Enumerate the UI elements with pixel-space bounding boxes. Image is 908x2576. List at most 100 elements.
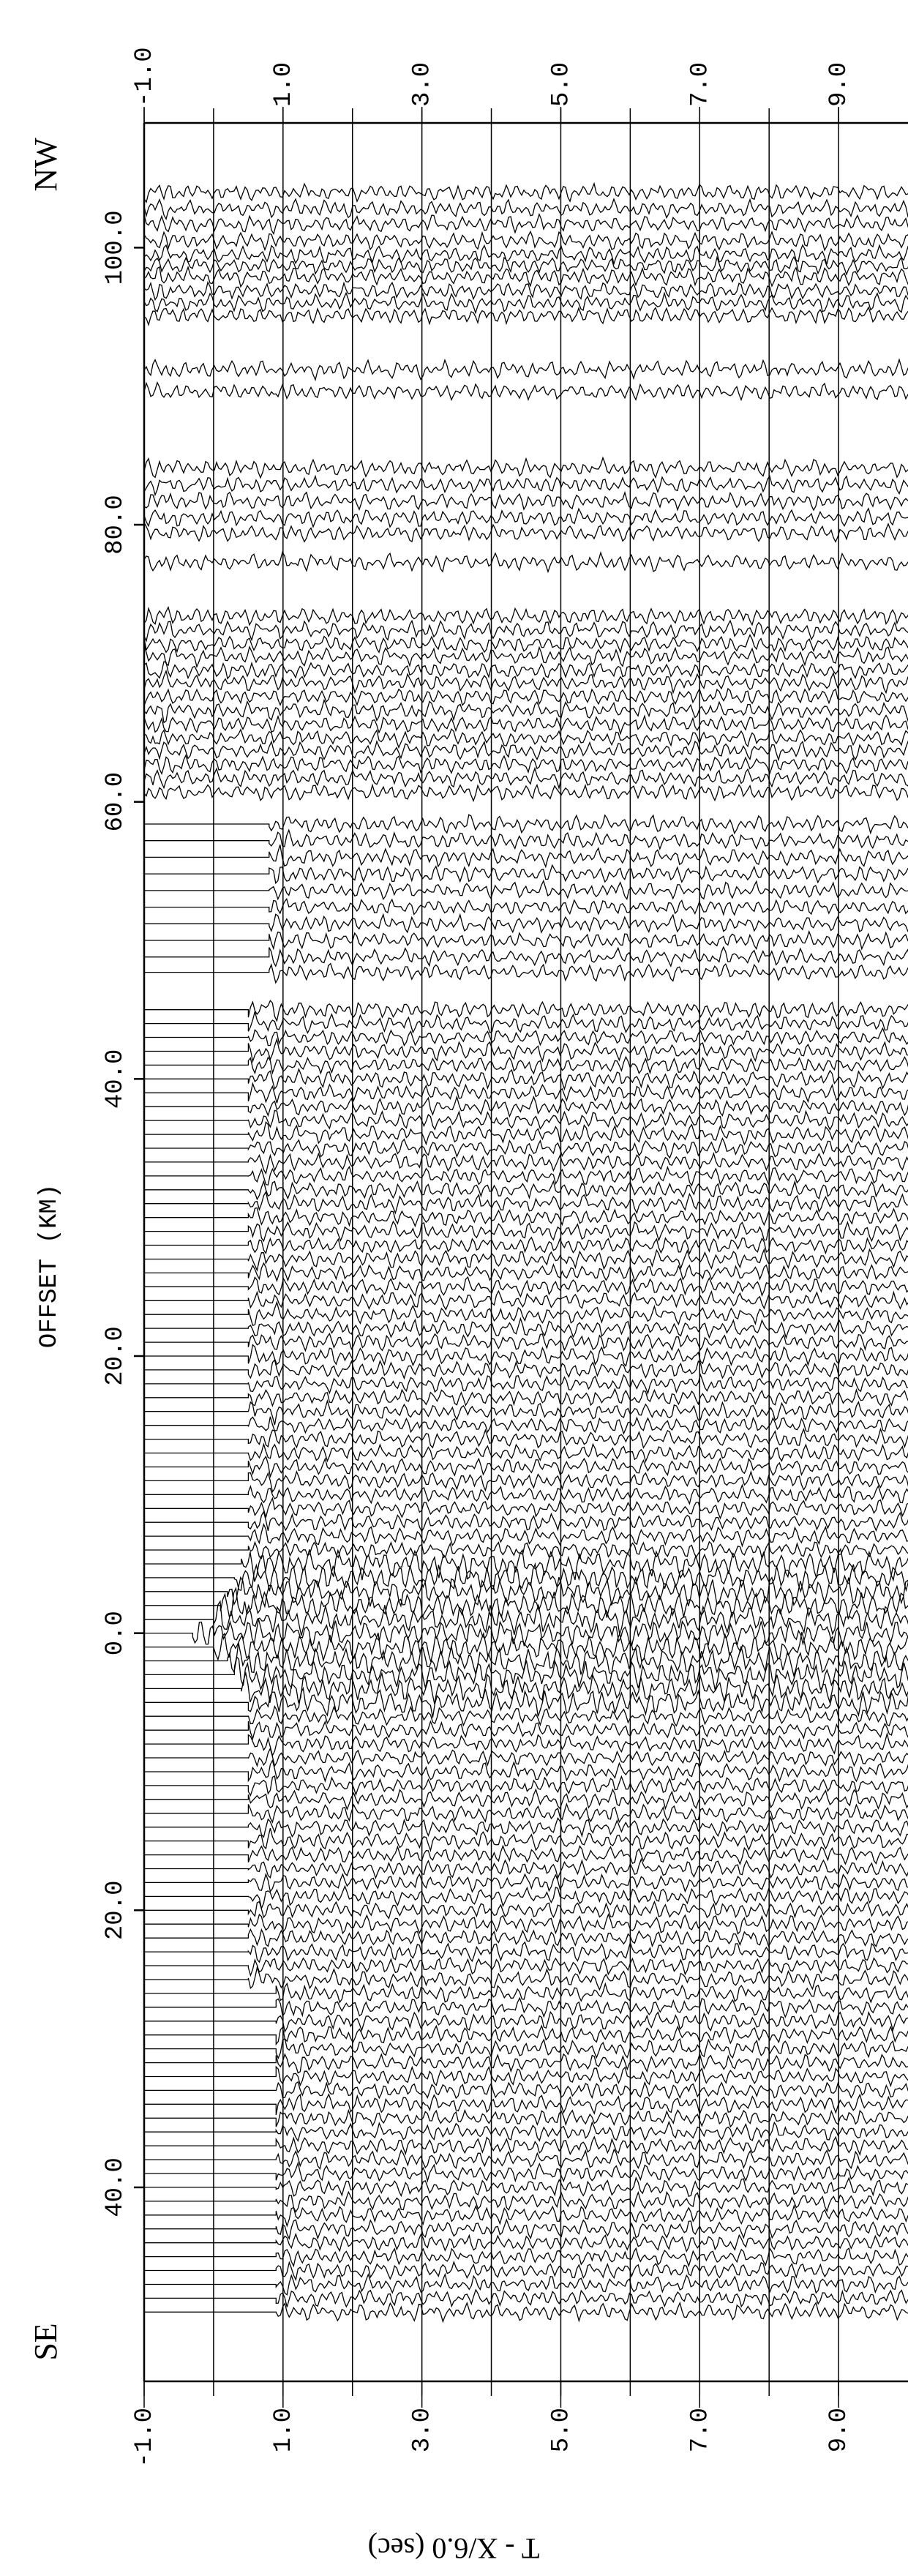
seismic-trace — [144, 1358, 908, 1380]
direction-label: NW — [28, 138, 64, 192]
x-tick-label: -1.0 — [131, 2408, 159, 2468]
seismic-trace — [144, 1151, 908, 1175]
seismic-trace — [144, 1619, 908, 1648]
seismic-trace — [143, 661, 908, 680]
seismic-trace — [144, 1775, 908, 1797]
seismic-trace — [144, 2037, 908, 2060]
seismic-trace — [143, 212, 908, 236]
seismic-trace — [144, 1788, 908, 1811]
seismic-trace — [144, 1857, 908, 1880]
seismic-trace — [143, 507, 908, 528]
seismic-trace — [144, 1317, 908, 1340]
seismic-trace — [144, 1469, 908, 1493]
seismic-trace — [143, 698, 908, 724]
seismic-trace — [144, 1082, 908, 1104]
seismic-trace — [144, 1928, 908, 1948]
y-tick-label: 20.0 — [102, 1880, 130, 1940]
seismic-trace — [144, 1802, 908, 1824]
y-axis-label: OFFSET (KM) — [36, 1184, 64, 1348]
seismic-trace — [144, 1191, 908, 1215]
seismic-trace — [144, 814, 908, 835]
x-tick-label: 9.0 — [825, 2408, 853, 2452]
y-tick-label: 100.0 — [102, 210, 130, 285]
y-tick-label: 40.0 — [102, 1049, 130, 1109]
seismic-trace — [144, 1900, 908, 1920]
seismic-trace — [144, 1011, 908, 1034]
seismic-trace — [144, 1720, 908, 1741]
seismic-trace — [144, 1427, 908, 1449]
seismic-trace — [144, 1373, 908, 1396]
seismic-trace — [144, 2204, 908, 2228]
y-tick-label: 0.0 — [102, 1611, 130, 1655]
seismic-trace — [144, 913, 908, 934]
seismic-trace — [144, 1220, 908, 1243]
seismic-trace — [144, 1262, 908, 1283]
seismic-trace — [144, 1510, 908, 1532]
seismic-trace — [143, 244, 908, 266]
seismic-trace — [144, 864, 908, 885]
seismic-trace — [144, 1332, 908, 1352]
seismic-trace — [144, 1844, 908, 1865]
seismic-trace — [144, 1884, 908, 1910]
seismic-trace — [144, 1655, 908, 1691]
seismic-trace — [144, 962, 908, 984]
seismic-trace — [143, 381, 908, 402]
seismic-trace — [144, 2272, 908, 2296]
x-tick-label: 7.0 — [686, 2408, 714, 2452]
seismic-trace — [144, 1982, 908, 2004]
seismic-trace — [144, 1996, 908, 2018]
seismic-trace — [144, 1095, 908, 1118]
seismic-trace — [144, 1576, 908, 1609]
x-tick-label: 1.0 — [270, 2408, 298, 2452]
seismic-trace — [144, 2161, 908, 2183]
seismic-trace — [144, 1815, 908, 1838]
seismic-trace — [144, 845, 908, 869]
seismic-trace — [144, 2052, 908, 2074]
seismic-trace — [144, 2081, 908, 2100]
seismic-trace — [143, 644, 908, 669]
seismic-trace — [144, 1522, 908, 1548]
x-tick-label: 3.0 — [409, 62, 437, 107]
y-tick-label: 40.0 — [102, 2157, 130, 2217]
seismic-trace — [143, 740, 908, 762]
seismic-trace — [144, 1671, 908, 1704]
seismic-trace — [144, 897, 908, 916]
x-tick-label: 9.0 — [825, 62, 853, 107]
seismic-trace — [144, 2135, 908, 2156]
y-tick-label: 20.0 — [102, 1326, 130, 1386]
y-tick-label: 60.0 — [102, 772, 130, 832]
x-tick-label: 5.0 — [547, 2408, 575, 2452]
seismic-trace — [144, 1388, 908, 1408]
seismic-trace — [144, 946, 908, 968]
seismic-trace — [144, 1236, 908, 1255]
y-tick-label: 80.0 — [102, 495, 130, 555]
seismic-trace — [144, 2190, 908, 2213]
seismic-trace — [144, 1957, 908, 1977]
seismic-trace — [143, 490, 908, 512]
seismic-trace — [143, 550, 908, 574]
seismic-trace — [144, 1827, 908, 1853]
seismic-trace — [144, 1913, 908, 1935]
seismic-trace — [144, 1872, 908, 1893]
seismic-trace — [144, 1109, 908, 1131]
seismic-trace — [144, 1731, 908, 1757]
seismic-trace — [143, 728, 908, 749]
seismic-trace — [144, 1497, 908, 1520]
seismic-trace — [144, 2065, 908, 2088]
seismic-trace — [144, 1344, 908, 1367]
x-tick-label: 5.0 — [547, 62, 575, 107]
x-axis-label: T - X/6.0 (sec) — [368, 2532, 540, 2565]
seismic-trace — [143, 198, 908, 221]
seismic-trace — [144, 2148, 908, 2171]
x-tick-label: 7.0 — [686, 62, 714, 107]
seismic-trace — [144, 1289, 908, 1311]
traces — [143, 181, 908, 2324]
x-tick-label: 1.0 — [270, 62, 298, 107]
seismic-trace — [144, 1207, 908, 1228]
seismic-trace — [143, 456, 908, 479]
seismic-trace — [143, 291, 908, 315]
axes: -1.0 -1.0 1.0 1.0 3.0 3.0 5.0 5.0 7.0 7.0 9.0 9.0 10… — [28, 47, 908, 2565]
seismic-trace — [144, 2093, 908, 2116]
seismic-trace — [143, 714, 908, 735]
